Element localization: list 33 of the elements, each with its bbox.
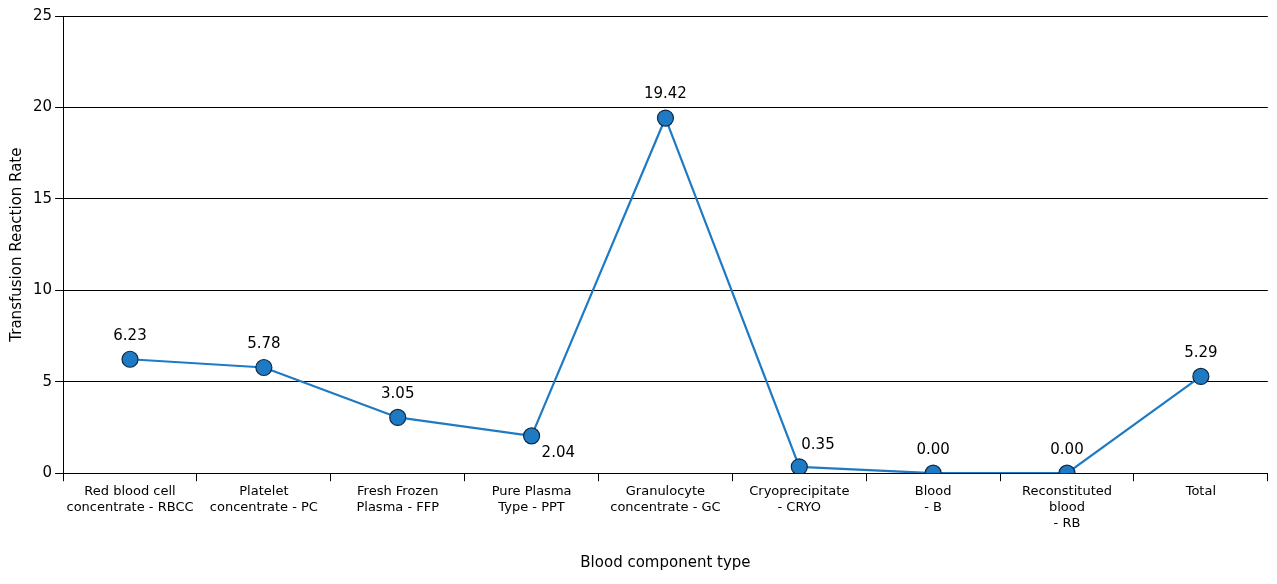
- point: [790, 458, 808, 474]
- y-tick-label: 25: [32, 5, 53, 24]
- data-label: 0.00: [916, 439, 950, 458]
- data-label: 19.42: [643, 84, 687, 103]
- x-tick-label: Pure Plasma Type - PPT: [491, 483, 572, 514]
- x-tick-label: Reconstituted blood - RB: [1022, 483, 1112, 530]
- y-tick-label: 0: [42, 463, 53, 482]
- y-tick-label: 5: [42, 371, 53, 390]
- x-tick-label: Red blood cell concentrate - RBCC: [66, 483, 194, 514]
- y-tick-label: 10: [32, 280, 53, 299]
- x-tick-label: Platelet concentrate - PC: [209, 483, 318, 514]
- point: [389, 408, 407, 427]
- y-axis-title: Transfusion Reaction Rate: [6, 147, 25, 343]
- x-tick-label: Total: [1184, 483, 1217, 499]
- x-tick-label: Fresh Frozen Plasma - FFP: [356, 483, 440, 514]
- data-label: 6.23: [113, 325, 147, 344]
- data-label: 2.04: [541, 443, 575, 462]
- data-label: 0.00: [1050, 439, 1084, 458]
- x-tick-label: Blood - B: [914, 483, 952, 514]
- point: [656, 109, 675, 127]
- y-tick-label: 20: [32, 97, 53, 116]
- point: [1192, 367, 1210, 386]
- data-label: 5.78: [247, 333, 281, 352]
- data-label: 3.05: [381, 383, 415, 402]
- data-label: 0.35: [801, 435, 835, 454]
- point: [522, 427, 541, 445]
- x-axis-title: Blood component type: [580, 552, 751, 571]
- y-tick-label: 15: [32, 188, 53, 207]
- x-tick-label: Cryoprecipitate - CRYO: [749, 483, 850, 514]
- data-label: 5.29: [1184, 342, 1218, 361]
- point: [255, 358, 273, 377]
- point: [121, 350, 139, 368]
- x-tick-label: Granulocyte concentrate - GC: [610, 483, 721, 514]
